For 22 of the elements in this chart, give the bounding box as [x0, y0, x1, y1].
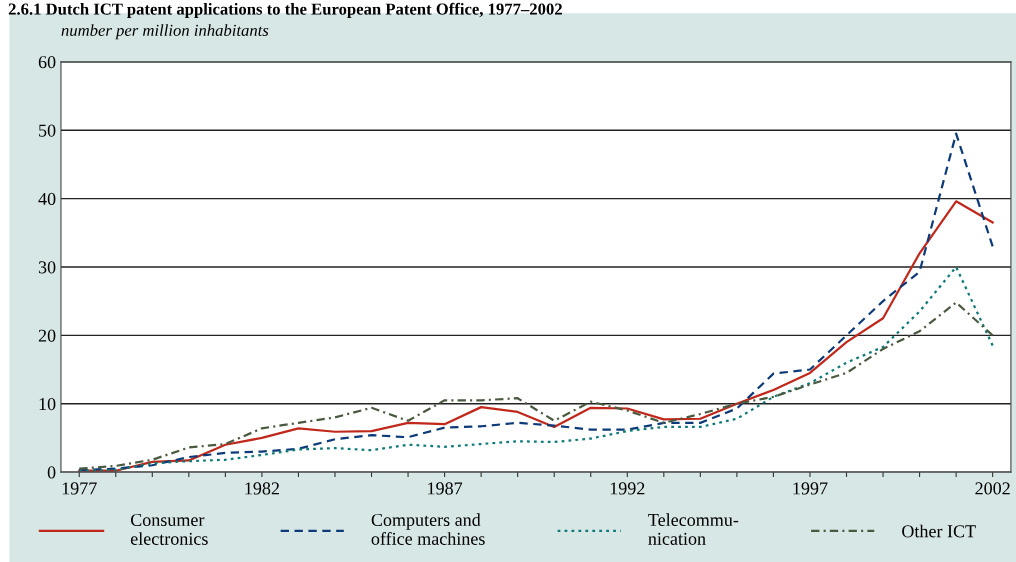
y-tick-label: 20: [38, 329, 56, 342]
y-axis-title: number per million inhabitants: [61, 24, 269, 40]
line-series: [78, 200, 994, 472]
x-tick-label: 2002: [975, 482, 1010, 495]
y-tick-label: 60: [38, 56, 56, 69]
x-tick-label: 1992: [610, 482, 645, 495]
legend-label: Computers and office machines: [371, 513, 485, 545]
line-series: [78, 301, 994, 470]
chart-title: 2.6.1 Dutch ICT patent applications to the European Patent Office, 1977–2002: [8, 2, 562, 19]
x-tick-label: 1982: [245, 482, 279, 495]
y-tick-label: 10: [39, 397, 56, 411]
y-tick-label: 50: [39, 124, 56, 137]
legend-label: Consumer electronics: [130, 513, 208, 545]
x-tick-label: 1977: [62, 482, 97, 495]
legend-label: Telecommu- nication: [648, 513, 739, 545]
legend-label: Other ICT: [902, 524, 976, 538]
y-tick-label: 0: [47, 466, 56, 479]
line-series: [78, 265, 994, 472]
x-tick-label: 1997: [793, 482, 828, 495]
y-tick-label: 30: [38, 261, 56, 274]
y-tick-label: 40: [38, 192, 56, 206]
x-tick-label: 1987: [428, 482, 463, 495]
